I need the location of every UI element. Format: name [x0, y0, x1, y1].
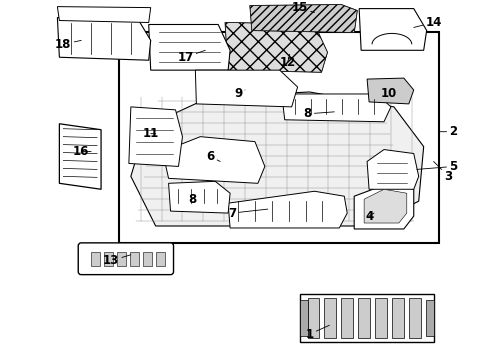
Bar	[117, 252, 126, 266]
Text: 1: 1	[305, 325, 329, 341]
Text: 6: 6	[206, 150, 220, 163]
Text: 13: 13	[103, 254, 131, 267]
Text: 8: 8	[303, 107, 334, 120]
Text: 3: 3	[434, 162, 453, 183]
Polygon shape	[228, 191, 347, 228]
Polygon shape	[359, 9, 427, 50]
Bar	[392, 298, 404, 338]
Polygon shape	[57, 6, 151, 23]
Text: 7: 7	[228, 207, 268, 220]
Polygon shape	[59, 124, 101, 189]
Bar	[104, 252, 113, 266]
Polygon shape	[367, 78, 414, 104]
Polygon shape	[131, 92, 424, 226]
Polygon shape	[282, 94, 391, 122]
Text: 10: 10	[381, 87, 397, 100]
Polygon shape	[169, 181, 230, 213]
Polygon shape	[129, 107, 182, 166]
Bar	[299, 294, 434, 342]
Text: 12: 12	[280, 54, 296, 69]
Polygon shape	[163, 137, 265, 183]
Bar	[156, 252, 165, 266]
Text: 9: 9	[234, 87, 245, 100]
Bar	[324, 298, 336, 338]
Polygon shape	[354, 183, 414, 229]
Bar	[308, 298, 319, 338]
Polygon shape	[225, 23, 327, 72]
Bar	[130, 252, 139, 266]
Polygon shape	[148, 24, 230, 70]
Text: 15: 15	[292, 1, 315, 14]
Polygon shape	[250, 5, 357, 32]
Text: 18: 18	[55, 38, 81, 51]
Bar	[299, 301, 308, 336]
Text: 17: 17	[177, 50, 205, 64]
Polygon shape	[225, 23, 327, 72]
Text: 2: 2	[439, 125, 458, 138]
Text: 14: 14	[414, 16, 442, 29]
Bar	[409, 298, 421, 338]
Text: 16: 16	[73, 145, 91, 158]
Bar	[119, 32, 439, 243]
Text: 11: 11	[143, 127, 159, 140]
Polygon shape	[250, 5, 357, 32]
Bar	[426, 301, 434, 336]
Text: 8: 8	[188, 193, 196, 206]
FancyBboxPatch shape	[78, 243, 173, 275]
Polygon shape	[367, 149, 419, 189]
Bar	[375, 298, 387, 338]
Text: 4: 4	[365, 210, 374, 222]
Polygon shape	[57, 18, 151, 60]
Bar	[358, 298, 370, 338]
Polygon shape	[364, 189, 407, 223]
Bar	[143, 252, 152, 266]
Bar	[91, 252, 100, 266]
Text: 5: 5	[416, 160, 458, 173]
Polygon shape	[196, 70, 297, 107]
Bar	[342, 298, 353, 338]
